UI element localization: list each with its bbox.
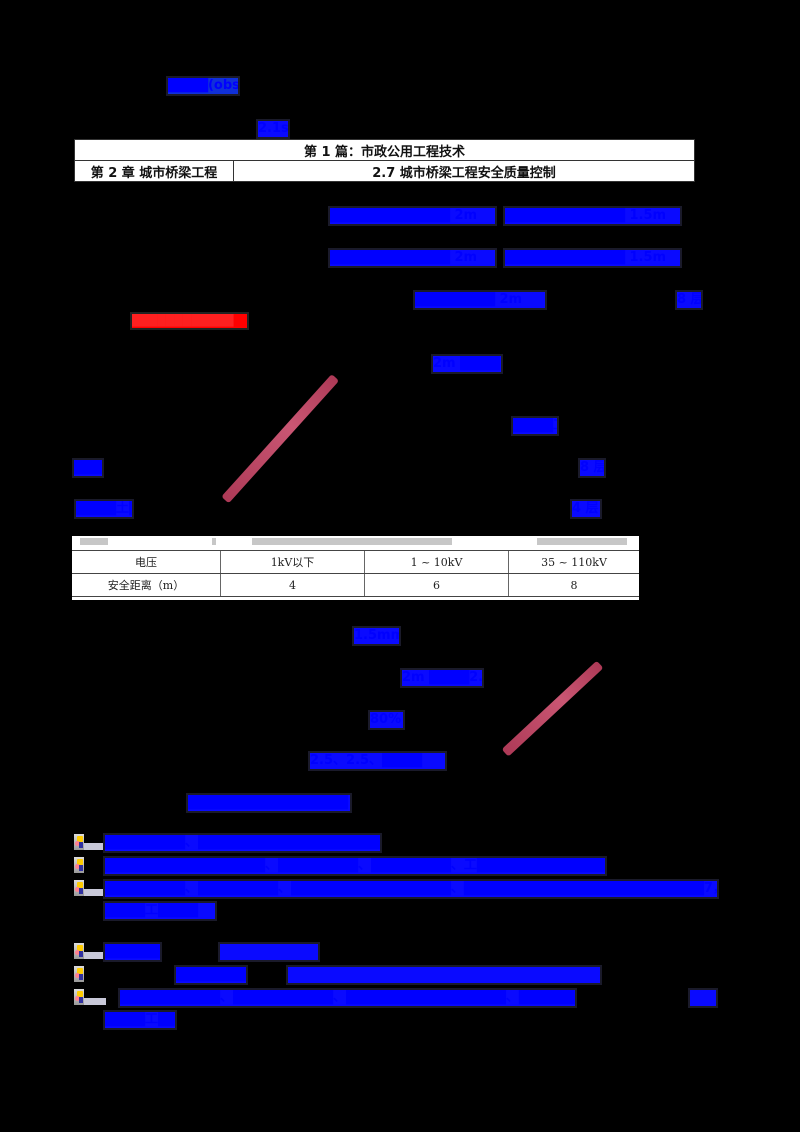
- bullet-icon: [74, 857, 88, 873]
- bullet-icon: [74, 943, 106, 959]
- row-label: 安全距离（m）: [72, 573, 221, 597]
- list2-item-1a: ████████ ████████████: [105, 944, 160, 960]
- table-header-row: 电压 1kV以下 1 ~ 10kV 35 ~ 110kV: [72, 550, 639, 574]
- section-title: 2.7 城市桥梁工程安全质量控制: [233, 160, 695, 182]
- list2-item-1b: [220, 944, 318, 960]
- bullet-icon: [74, 989, 106, 1005]
- para-5: ████工: [513, 418, 557, 434]
- watermark: [221, 374, 340, 504]
- list2-item-2b: [288, 967, 600, 983]
- col-35-110kv: 35 ~ 110kV: [508, 550, 639, 574]
- para-7b: 4 层: [572, 501, 600, 517]
- cell: 6: [364, 573, 509, 597]
- para-3a: ████████ 2m: [415, 292, 545, 308]
- watermark: [501, 660, 604, 757]
- para-3b: 8 层: [677, 292, 701, 308]
- list2-item-3-cont: ████工████: [105, 1012, 175, 1028]
- col-1-10kv: 1 ~ 10kV: [364, 550, 509, 574]
- list2-item-2a: ████████ ████████、████████、工████████████…: [176, 967, 246, 983]
- top-label-1: ████(obscured): [168, 78, 238, 94]
- list2-item-3a: ██████████、██████████、████████████████、█…: [120, 990, 575, 1006]
- para-7a: ████土██: [76, 501, 132, 517]
- col-below-1kv: 1kV以下: [220, 550, 365, 574]
- para-8: 1.5mm: [354, 628, 399, 644]
- list2-item-3b: [690, 990, 716, 1006]
- bullet-icon: [74, 880, 106, 896]
- list1-item-3-cont: ████工████: [105, 903, 215, 919]
- para-10: 80%: [370, 712, 403, 728]
- para-9: 2m ████2.5: [402, 670, 482, 686]
- bullet-icon: [74, 966, 88, 982]
- col-voltage: 电压: [72, 550, 221, 574]
- table-row: 安全距离（m） 4 6 8: [72, 573, 639, 597]
- part-title: 第 1 篇：市政公用工程技术: [74, 139, 695, 161]
- header-table: 第 1 篇：市政公用工程技术 第 2 章 城市桥梁工程 2.7 城市桥梁工程安全…: [74, 139, 695, 182]
- para-2b: ████████████ 1.5m: [505, 250, 680, 266]
- para-4: 2m ████: [433, 356, 501, 372]
- top-label-2: 2.1s: [258, 121, 288, 137]
- para-6b: 8 层: [580, 460, 604, 476]
- list1-item-2: ████████████████、████████、████████、工████…: [105, 858, 605, 874]
- list1-item-1: ████████、████████████████████: [105, 835, 380, 851]
- table-caption: [72, 536, 639, 548]
- red-highlight: ████████████: [132, 314, 247, 328]
- bullet-icon: [74, 834, 106, 850]
- safety-distance-table: 电压 1kV以下 1 ~ 10kV 35 ~ 110kV 安全距离（m） 4 6…: [72, 536, 639, 600]
- chapter-title: 第 2 章 城市桥梁工程: [74, 160, 234, 182]
- para-1a: ████████████ 2m: [330, 208, 495, 224]
- list1-item-3: ████████、████████、████████████████、█████…: [105, 881, 717, 897]
- cell: 4: [220, 573, 365, 597]
- para-11: 2.5、2.5、████: [310, 753, 445, 769]
- para-6a: ████: [74, 460, 102, 476]
- cell: 8: [508, 573, 639, 597]
- para-1b: ████████████ 1.5m: [505, 208, 680, 224]
- para-12: ████████████████: [188, 795, 350, 811]
- para-2a: ████████████ 2m: [330, 250, 495, 266]
